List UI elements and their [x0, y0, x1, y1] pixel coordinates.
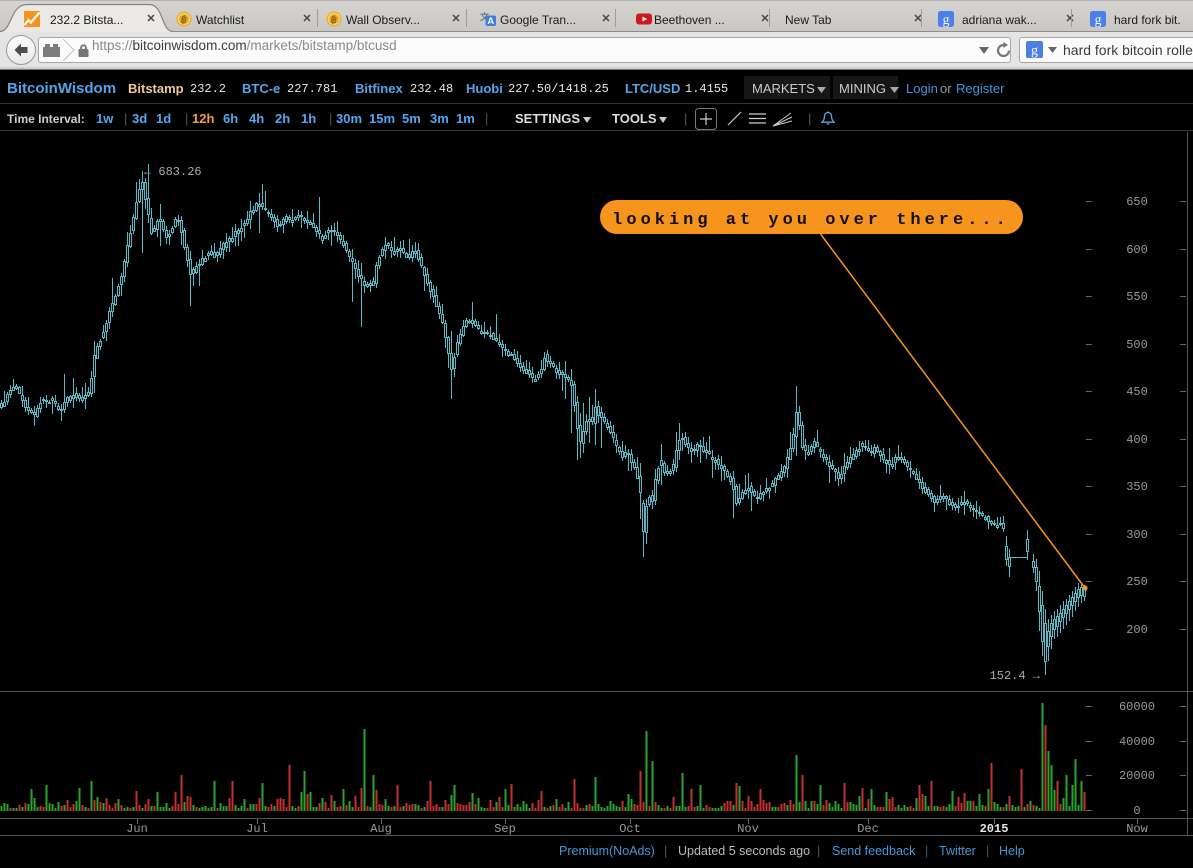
svg-text:← 683.26: ← 683.26	[144, 165, 202, 179]
svg-text:350: 350	[1126, 480, 1148, 494]
svg-text:A: A	[487, 16, 494, 27]
svg-text:200: 200	[1126, 623, 1148, 637]
svg-text:฿: ฿	[179, 14, 188, 26]
svg-text:文: 文	[480, 11, 490, 22]
svg-text:550: 550	[1126, 290, 1148, 304]
svg-text:Sep: Sep	[494, 822, 516, 836]
svg-text:20000: 20000	[1119, 769, 1155, 783]
svg-text:500: 500	[1126, 338, 1148, 352]
svg-text:Dec: Dec	[857, 822, 879, 836]
svg-text:Oct: Oct	[619, 822, 641, 836]
svg-text:60000: 60000	[1119, 700, 1155, 714]
svg-text:g: g	[943, 12, 950, 27]
svg-text:g: g	[1095, 12, 1102, 27]
svg-text:40000: 40000	[1119, 735, 1155, 749]
svg-text:Nov: Nov	[737, 822, 759, 836]
svg-text:250: 250	[1126, 575, 1148, 589]
svg-text:looking at you over there...: looking at you over there...	[612, 211, 1010, 230]
svg-text:Aug: Aug	[370, 822, 392, 836]
svg-text:450: 450	[1126, 385, 1148, 399]
svg-text:฿: ฿	[329, 14, 338, 26]
svg-text:300: 300	[1126, 528, 1148, 542]
svg-text:152.4 →: 152.4 →	[990, 669, 1041, 683]
svg-text:Jul: Jul	[246, 822, 268, 836]
svg-text:0: 0	[1133, 804, 1140, 818]
svg-text:600: 600	[1126, 243, 1148, 257]
svg-text:Now: Now	[1126, 822, 1148, 836]
svg-text:g: g	[1031, 44, 1038, 59]
svg-text:400: 400	[1126, 433, 1148, 447]
svg-text:2015: 2015	[980, 822, 1009, 836]
svg-text:650: 650	[1126, 195, 1148, 209]
svg-text:Jun: Jun	[126, 822, 148, 836]
